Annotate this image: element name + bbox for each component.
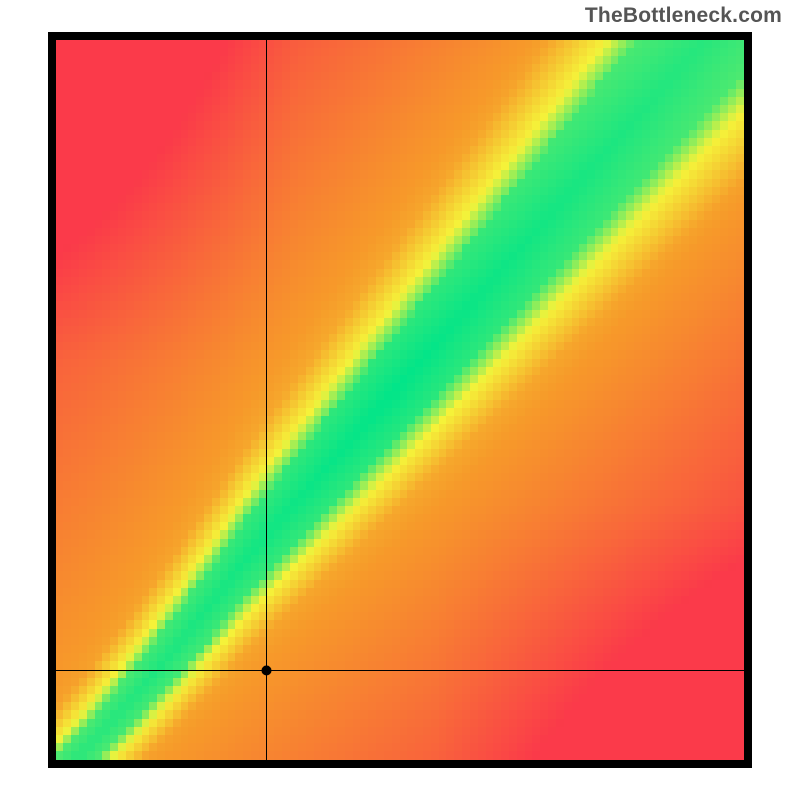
plot-frame [48, 32, 752, 768]
bottleneck-heatmap [56, 40, 744, 760]
watermark-text: TheBottleneck.com [585, 4, 782, 28]
plot-inner [56, 40, 744, 760]
